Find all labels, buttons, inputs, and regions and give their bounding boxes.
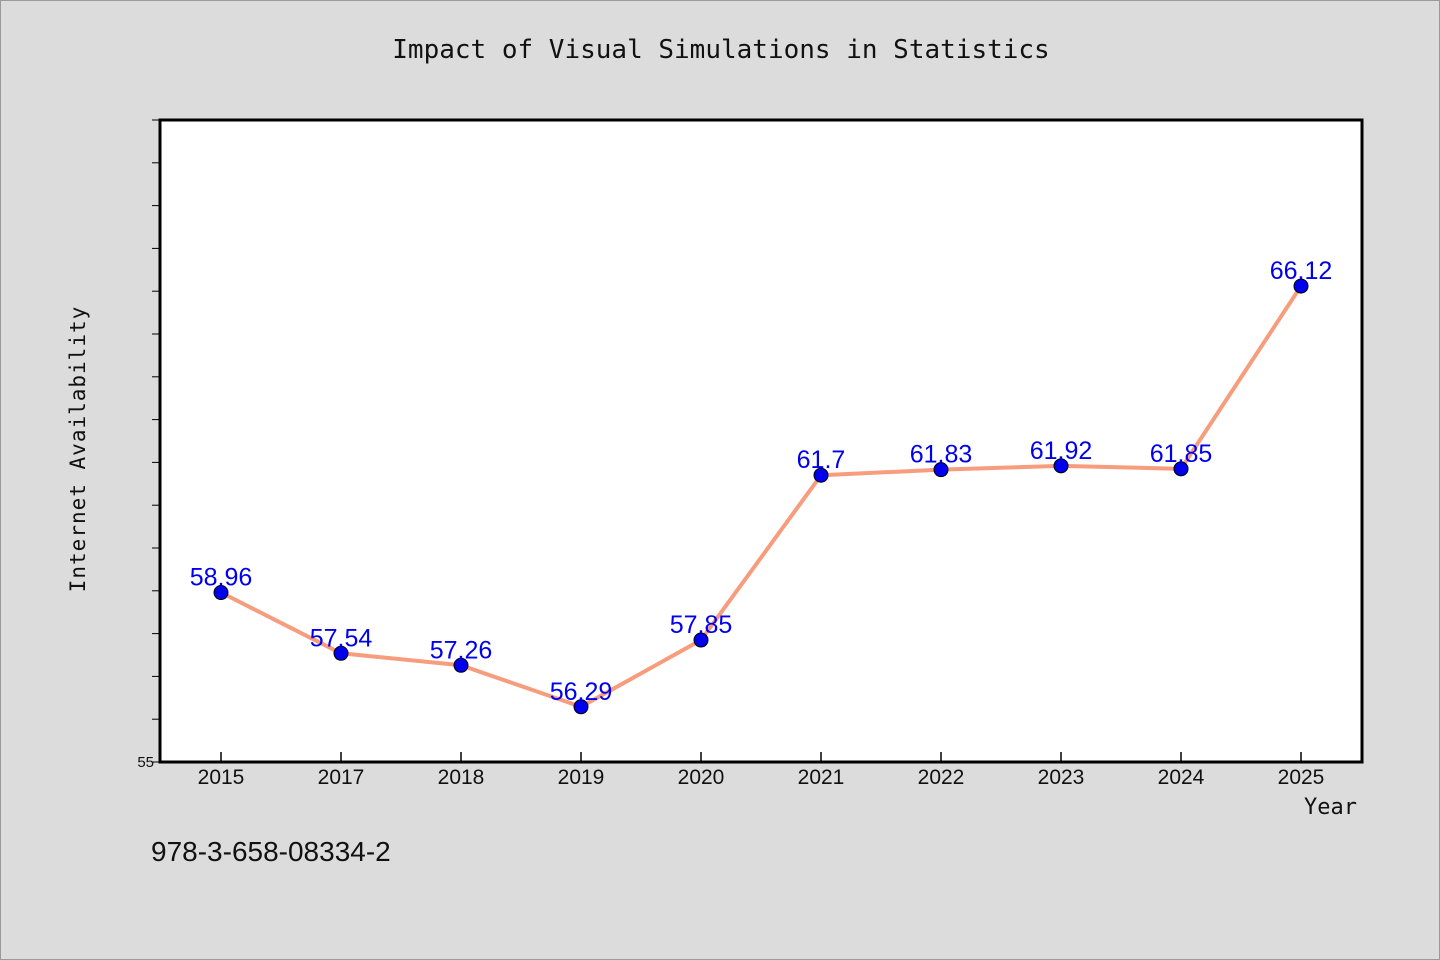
x-tick-label: 2020 [678, 766, 725, 789]
x-tick-label: 2017 [318, 766, 365, 789]
y-axis-ticks: 55 [137, 119, 160, 771]
data-label: 61.7 [797, 446, 846, 474]
y-axis-label: Internet Availability [66, 305, 90, 593]
data-label: 57.26 [430, 636, 493, 664]
data-point [333, 645, 349, 661]
y-tick-label: 55 [137, 754, 154, 771]
data-point [1293, 278, 1309, 294]
x-tick-label: 2022 [918, 766, 965, 789]
data-point [1053, 458, 1069, 474]
data-point [693, 632, 709, 648]
data-label: 57.54 [310, 624, 373, 652]
data-label: 57.85 [670, 611, 733, 639]
data-point [573, 699, 589, 715]
x-axis-ticks: 2015 2017 2018 2019 2020 2021 2022 2023 2024 2025 [198, 752, 1325, 789]
x-tick-label: 2015 [198, 766, 245, 789]
series-line [219, 284, 1303, 709]
data-label: 61.92 [1030, 437, 1093, 465]
series-layer: 58.96 57.54 57.26 56.29 57.85 61.7 61.83 61.92 6… [190, 257, 1333, 715]
isbn-footer: 978-3-658-08334-2 [151, 836, 391, 867]
x-tick-label: 2025 [1278, 766, 1325, 789]
x-tick-label: 2019 [558, 766, 605, 789]
data-point [453, 657, 469, 673]
x-tick-label: 2021 [798, 766, 845, 789]
data-label: 56.29 [550, 678, 613, 706]
data-label: 61.83 [910, 441, 973, 469]
data-label: 58.96 [190, 564, 253, 592]
data-point [813, 467, 829, 483]
x-tick-label: 2023 [1038, 766, 1085, 789]
x-tick-label: 2024 [1158, 766, 1205, 789]
x-axis-label: Year [1304, 795, 1357, 820]
x-tick-label: 2018 [438, 766, 485, 789]
data-point [933, 462, 949, 478]
data-point [213, 585, 229, 601]
data-label: 61.85 [1150, 440, 1213, 468]
plot-frame [158, 118, 1364, 764]
data-point [1173, 461, 1189, 477]
data-label: 66.12 [1270, 257, 1333, 285]
chart-title: Impact of Visual Simulations in Statisti… [392, 35, 1050, 65]
